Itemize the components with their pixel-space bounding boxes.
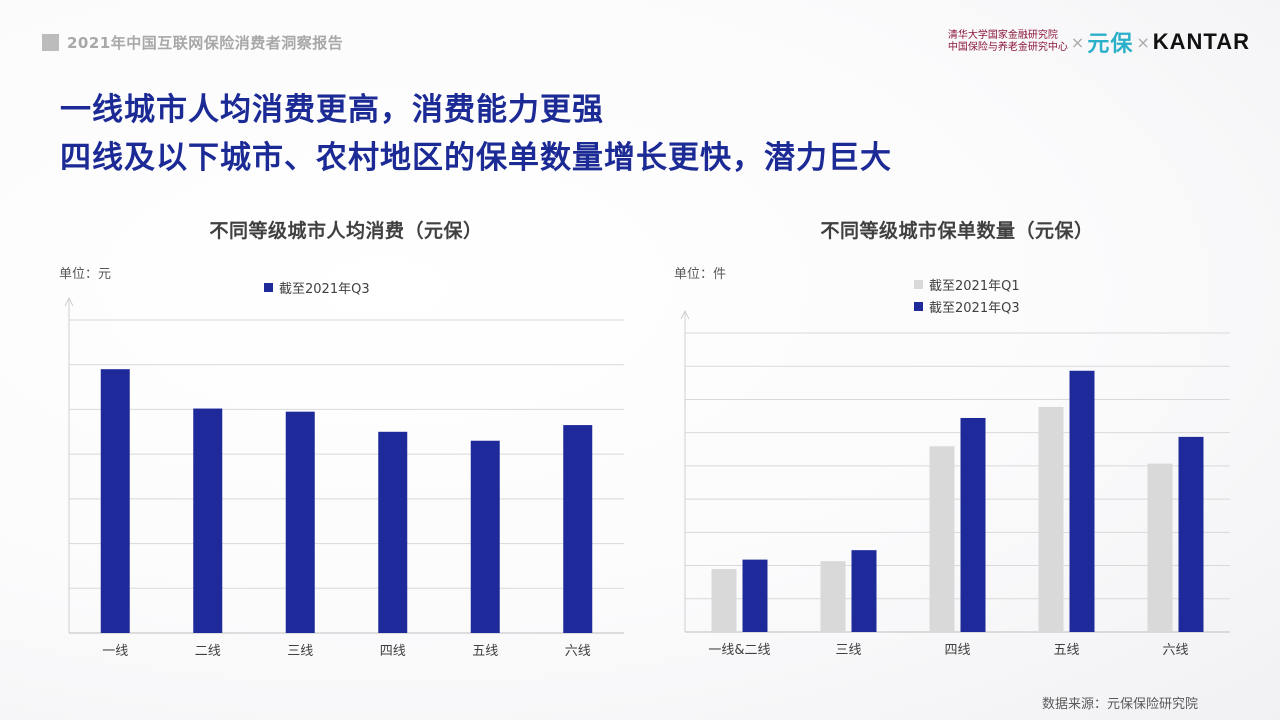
legend-label-q1: 截至2021年Q1 (929, 278, 1020, 294)
report-title: 2021年中国互联网保险消费者洞察报告 (67, 34, 344, 52)
bar (193, 408, 223, 633)
headline-line1: 一线城市人均消费更高，消费能力更强 (60, 92, 604, 128)
bar (470, 440, 500, 633)
x-tick-label: 五线 (472, 644, 498, 659)
x-tick-label: 四线 (380, 644, 406, 659)
chart-title-left: 不同等级城市人均消费（元保） (209, 220, 483, 242)
yuanbao-logo: 元保 (1087, 32, 1134, 57)
chart-title-right: 不同等级城市保单数量（元保） (820, 220, 1094, 242)
partner-logos: 清华大学国家金融研究院 中国保险与养老金研究中心 × 元保 × KANTAR (948, 26, 1250, 58)
unit-label-left: 单位：元 (59, 267, 112, 282)
headline: 一线城市人均消费更高，消费能力更强 四线及以下城市、农村地区的保单数量增长更快，… (60, 86, 892, 182)
legend-swatch-q3 (914, 301, 923, 311)
legend-swatch-q1 (914, 279, 923, 289)
institute-line2: 中国保险与养老金研究中心 (947, 42, 1068, 53)
headline-line2: 四线及以下城市、农村地区的保单数量增长更快，潜力巨大 (60, 140, 892, 176)
legend-label-q3: 截至2021年Q3 (279, 281, 370, 297)
legend-swatch-q3 (264, 282, 273, 292)
x-tick-label: 六线 (565, 644, 591, 659)
legend-item-q1: 截至2021年Q1 (914, 273, 1020, 295)
legend-right: 截至2021年Q1 截至2021年Q3 (914, 273, 1020, 317)
data-source: 数据来源：元保保险研究院 (1041, 697, 1198, 712)
x-tick-label: 三线 (287, 644, 313, 659)
bar (563, 425, 593, 633)
legend-item-q3: 截至2021年Q3 (914, 295, 1020, 317)
report-header: 2021年中国互联网保险消费者洞察报告 (42, 32, 343, 53)
x-tick-label: 二线 (195, 644, 221, 659)
header-square-icon (42, 34, 59, 51)
legend-item-q3: 截至2021年Q3 (264, 276, 370, 298)
unit-label-right: 单位：件 (674, 267, 727, 282)
y-axis-arrow-icon (64, 296, 74, 307)
legend-label-q3: 截至2021年Q3 (929, 300, 1020, 316)
bar (100, 369, 130, 633)
bar (378, 431, 408, 633)
kantar-logo: KANTAR (1152, 29, 1250, 54)
x-tick-label: 一线 (102, 644, 128, 659)
institute-logo: 清华大学国家金融研究院 中国保险与养老金研究中心 (948, 30, 1068, 54)
bar (285, 411, 315, 633)
times-icon: × (1136, 32, 1150, 52)
legend-left: 截至2021年Q3 (264, 276, 370, 298)
times-icon: × (1070, 32, 1085, 52)
institute-line1: 清华大学国家金融研究院 (947, 30, 1058, 41)
